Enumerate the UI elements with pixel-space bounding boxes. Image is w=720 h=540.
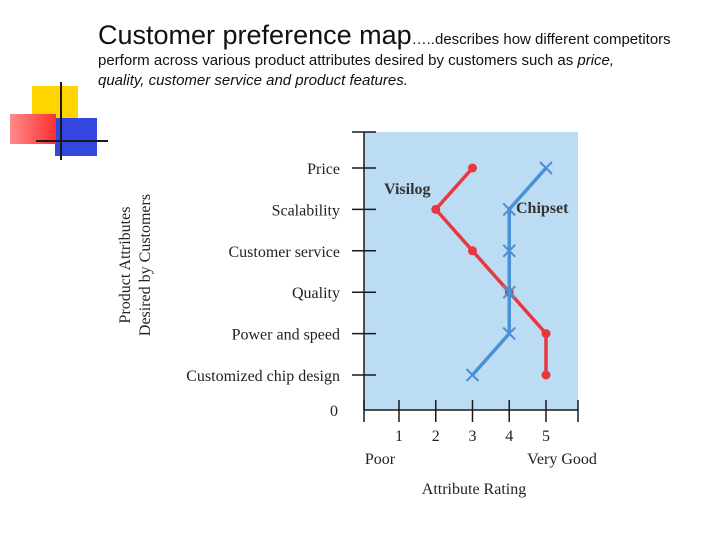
series-label-chipset: Chipset [516,200,569,217]
zero-label: 0 [330,403,338,420]
decorative-horizontal-line [36,140,108,142]
data-point-visilog [468,246,477,256]
data-point-chipset [502,244,516,258]
category-label: Quality [292,285,340,302]
series-line-chipset [471,166,548,377]
decorative-blue-square [55,118,97,156]
poor-label: Poor [365,451,396,468]
category-labels: Price Scalability Customer service Quality P… [186,161,340,385]
data-point-visilog [541,370,551,380]
description-line-2-italic: price, [577,52,615,69]
x-tick-label: 1 [395,428,403,445]
data-point-chipset [539,161,553,175]
title-dots: ….. [411,31,435,48]
decorative-vertical-line [60,82,62,160]
x-tick-label: 5 [542,428,550,445]
category-label: Scalability [272,202,340,219]
y-axis-label: Product Attributes Desired by Customers [117,194,154,336]
category-label: Customized chip design [186,368,340,385]
y-axis-label-line: Desired by Customers [137,194,154,336]
data-point-chipset [502,202,516,217]
x-tick-label: 2 [432,428,440,445]
data-point-chipset [502,285,516,299]
category-label: Price [307,161,340,178]
axis-frame [352,131,579,422]
description-line-1: describes how different competitors [434,31,671,48]
description-line-3: quality, customer service and product fe… [98,72,408,89]
data-point-chipset [465,368,480,382]
x-tick-label: 3 [469,428,477,445]
description-line-2: perform across various product attribute… [98,52,614,69]
series-lines [431,161,553,382]
x-tick-label: 4 [505,428,513,445]
title-row: Customer preference map…..describes how … [98,20,671,51]
description-line-2-text: perform across various product attribute… [98,52,578,69]
decorative-red-square [10,114,56,144]
very-good-label: Very Good [527,451,597,468]
x-tick-labels: 1 2 3 4 5 [395,428,550,445]
data-point-chipset [502,326,516,341]
series-line-visilog [434,166,548,375]
plot-background [364,132,578,410]
y-axis-label-line: Product Attributes [117,207,134,324]
data-point-visilog [468,163,477,173]
x-axis-label: Attribute Rating [422,481,526,498]
series-label-visilog: Visilog [384,181,431,198]
category-label: Power and speed [232,327,340,344]
data-point-visilog [541,329,551,339]
data-point-visilog [431,204,441,214]
category-label: Customer service [228,244,340,261]
slide-title: Customer preference map [98,20,412,50]
